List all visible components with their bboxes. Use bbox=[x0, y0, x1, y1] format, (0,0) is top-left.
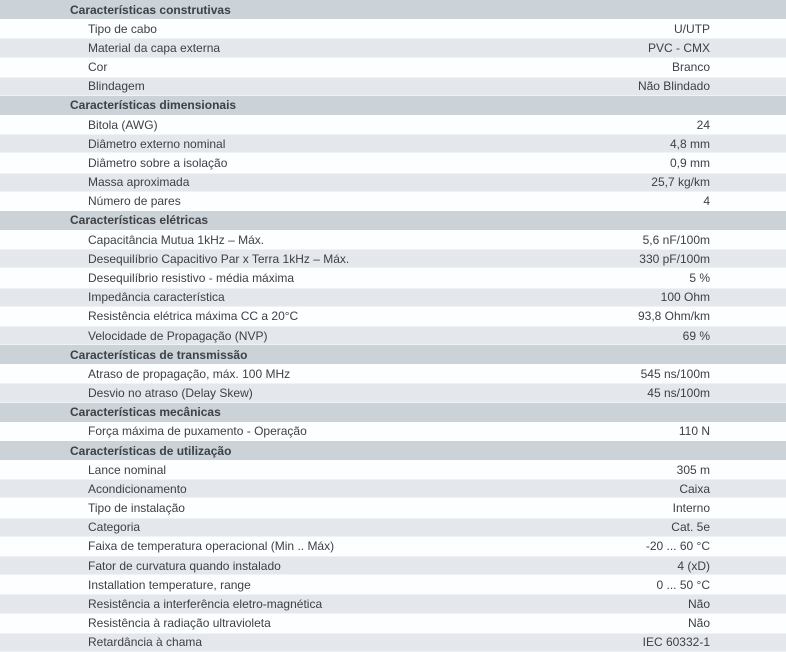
section-header: Características mecânicas bbox=[0, 402, 786, 422]
spec-value: 0,9 mm bbox=[669, 155, 710, 170]
spec-value: -20 ... 60 °C bbox=[645, 539, 710, 554]
spec-label: Installation temperature, range bbox=[88, 577, 251, 592]
spec-value: 25,7 kg/km bbox=[651, 175, 710, 190]
spec-value: 69 % bbox=[682, 328, 710, 343]
spec-value: Interno bbox=[672, 501, 710, 516]
spec-label: Acondicionamento bbox=[88, 481, 187, 496]
spec-row: Resistência a interferência eletro-magné… bbox=[0, 594, 786, 614]
spec-value: 4 (xD) bbox=[677, 558, 710, 573]
section-header: Características dimensionais bbox=[0, 95, 786, 116]
spec-value: Não bbox=[687, 616, 710, 631]
spec-value: Caixa bbox=[679, 481, 710, 496]
spec-value: 24 bbox=[696, 117, 710, 132]
spec-row: Blindagem Não Blindado bbox=[0, 76, 786, 96]
spec-label: Material da capa externa bbox=[88, 40, 221, 55]
spec-row: Material da capa externa PVC - CMX bbox=[0, 38, 786, 58]
section-title: Características de transmissão bbox=[70, 347, 248, 362]
spec-label: Retardância à chama bbox=[88, 635, 203, 650]
spec-row: Desequilíbrio Capacitivo Par x Terra 1kH… bbox=[0, 249, 786, 269]
spec-row: Atraso de propagação, máx. 100 MHz 545 ns… bbox=[0, 364, 786, 384]
spec-value: Cat. 5e bbox=[671, 520, 710, 535]
spec-label: Bitola (AWG) bbox=[88, 117, 158, 132]
spec-label: Resistência à radiação ultravioleta bbox=[88, 616, 271, 631]
spec-row: Número de pares 4 bbox=[0, 191, 786, 211]
spec-value: 330 pF/100m bbox=[639, 251, 710, 266]
spec-row: Tipo de instalação Interno bbox=[0, 498, 786, 518]
spec-row: Acondicionamento Caixa bbox=[0, 479, 786, 499]
spec-row: Força máxima de puxamento - Operação 110 … bbox=[0, 421, 786, 441]
spec-row: Capacitância Mutua 1kHz – Máx. 5,6 nF/100… bbox=[0, 230, 786, 250]
spec-row: Installation temperature, range 0 ... 50 … bbox=[0, 575, 786, 595]
section-title: Características dimensionais bbox=[70, 98, 237, 113]
spec-value: PVC - CMX bbox=[647, 40, 710, 55]
section-title: Características mecânicas bbox=[70, 405, 221, 420]
spec-value: 100 Ohm bbox=[660, 290, 710, 305]
spec-row: Fator de curvatura quando instalado 4 (xD… bbox=[0, 555, 786, 576]
spec-label: Categoria bbox=[88, 520, 141, 535]
spec-label: Capacitância Mutua 1kHz – Máx. bbox=[88, 232, 265, 247]
spec-row: Desequilíbrio resistivo - média máxima 5 … bbox=[0, 268, 786, 288]
spec-row: Retardância à chama IEC 60332-1 bbox=[0, 632, 786, 652]
spec-value: Não Blindado bbox=[637, 79, 710, 94]
spec-label: Tipo de cabo bbox=[88, 21, 157, 36]
spec-label: Desvio no atraso (Delay Skew) bbox=[88, 386, 253, 401]
spec-label: Impedância característica bbox=[88, 290, 225, 305]
section-header: Características elétricas bbox=[0, 210, 786, 231]
spec-label: Desequilíbrio resistivo - média máxima bbox=[88, 270, 295, 285]
spec-row: Resistência à radiação ultravioleta Não bbox=[0, 613, 786, 633]
spec-value: 4,8 mm bbox=[669, 136, 710, 151]
spec-row: Diâmetro externo nominal 4,8 mm bbox=[0, 134, 786, 154]
section-header: Características de utilização bbox=[0, 440, 786, 461]
spec-value: Não bbox=[687, 596, 710, 611]
spec-label: Número de pares bbox=[88, 194, 181, 209]
section-header: Características de transmissão bbox=[0, 345, 786, 365]
spec-value: 545 ns/100m bbox=[640, 366, 710, 381]
spec-label: Resistência a interferência eletro-magné… bbox=[88, 596, 323, 611]
spec-label: Velocidade de Propagação (NVP) bbox=[88, 328, 268, 343]
spec-value: 0 ... 50 °C bbox=[656, 577, 711, 592]
section-title: Características construtivas bbox=[70, 2, 231, 17]
spec-row: Lance nominal 305 m bbox=[0, 460, 786, 480]
spec-label: Desequilíbrio Capacitivo Par x Terra 1kH… bbox=[88, 251, 350, 266]
spec-row: Desvio no atraso (Delay Skew) 45 ns/100m bbox=[0, 383, 786, 403]
spec-label: Atraso de propagação, máx. 100 MHz bbox=[88, 366, 291, 381]
spec-value: Branco bbox=[671, 60, 710, 75]
spec-row: Bitola (AWG) 24 bbox=[0, 115, 786, 135]
spec-label: Fator de curvatura quando instalado bbox=[88, 558, 281, 573]
spec-label: Tipo de instalação bbox=[88, 501, 185, 516]
spec-value: 305 m bbox=[676, 462, 710, 477]
spec-label: Faixa de temperatura operacional (Min ..… bbox=[88, 539, 335, 554]
spec-row: Tipo de cabo U/UTP bbox=[0, 19, 786, 39]
spec-label: Lance nominal bbox=[88, 462, 167, 477]
spec-label: Resistência elétrica máxima CC a 20°C bbox=[88, 309, 299, 324]
spec-label: Massa aproximada bbox=[88, 175, 190, 190]
spec-label: Diâmetro sobre a isolação bbox=[88, 155, 228, 170]
spec-value: 4 bbox=[703, 194, 710, 209]
spec-value: 45 ns/100m bbox=[647, 386, 710, 401]
spec-row: Velocidade de Propagação (NVP) 69 % bbox=[0, 325, 786, 346]
spec-row: Impedância característica 100 Ohm bbox=[0, 287, 786, 307]
spec-row: Categoria Cat. 5e bbox=[0, 517, 786, 537]
spec-label: Cor bbox=[88, 60, 108, 75]
section-title: Características de utilização bbox=[70, 443, 232, 458]
spec-row: Resistência elétrica máxima CC a 20°C 93,… bbox=[0, 306, 786, 326]
spec-row: Cor Branco bbox=[0, 57, 786, 77]
section-title: Características elétricas bbox=[70, 213, 209, 228]
spec-label: Força máxima de puxamento - Operação bbox=[88, 424, 307, 439]
spec-value: 93,8 Ohm/km bbox=[637, 309, 710, 324]
spec-label: Blindagem bbox=[88, 79, 145, 94]
spec-row: Faixa de temperatura operacional (Min ..… bbox=[0, 536, 786, 556]
spec-value: IEC 60332-1 bbox=[642, 635, 710, 650]
spec-row: Massa aproximada 25,7 kg/km bbox=[0, 172, 786, 192]
spec-label: Diâmetro externo nominal bbox=[88, 136, 226, 151]
section-header: Características construtivas bbox=[0, 0, 786, 20]
spec-value: 5,6 nF/100m bbox=[642, 232, 710, 247]
spec-value: 5 % bbox=[689, 270, 710, 285]
spec-value: 110 N bbox=[678, 424, 710, 439]
spec-row: Diâmetro sobre a isolação 0,9 mm bbox=[0, 153, 786, 173]
spec-value: U/UTP bbox=[674, 21, 710, 36]
